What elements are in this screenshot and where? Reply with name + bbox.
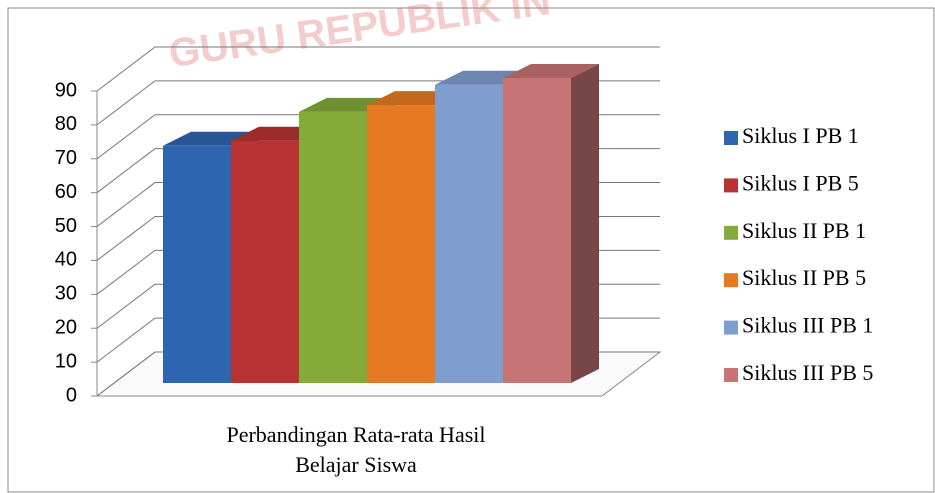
grid-line [96,46,660,92]
bar [163,145,231,383]
bar [299,111,367,383]
legend-label: Siklus II PB 5 [742,265,866,290]
legend-label: Siklus III PB 1 [742,313,873,338]
y-tick-label: 0 [66,384,77,406]
y-tick-label: 10 [55,350,77,372]
y-tick-label: 90 [55,79,77,101]
legend-swatch [724,178,738,193]
watermark: GURU REPUBLIK IN [166,0,553,76]
legend-label: Siklus I PB 5 [742,170,859,195]
chart-border [7,7,935,493]
legend-swatch [724,320,738,335]
bar [435,84,503,384]
bar [231,140,299,383]
y-tick-label: 80 [55,113,77,135]
legend-label: Siklus III PB 5 [742,360,873,385]
legend-swatch [724,131,738,145]
bar [367,105,435,383]
legend-label: Siklus I PB 1 [742,123,859,148]
bar [503,78,571,383]
y-tick-label: 20 [55,317,77,339]
bar-side [571,64,599,383]
y-tick-label: 30 [55,283,77,305]
y-tick-label: 60 [55,181,77,203]
bar-top [503,64,599,78]
y-tick-label: 50 [55,215,77,237]
legend-swatch [724,225,738,240]
y-tick-label: 40 [55,249,77,271]
legend-swatch [724,368,738,382]
y-tick-label: 70 [55,147,77,169]
legend-label: Siklus II PB 1 [742,218,866,243]
legend-swatch [724,273,738,288]
category-label: Perbandingan Rata-rata Hasil Belajar Sis… [226,422,486,477]
